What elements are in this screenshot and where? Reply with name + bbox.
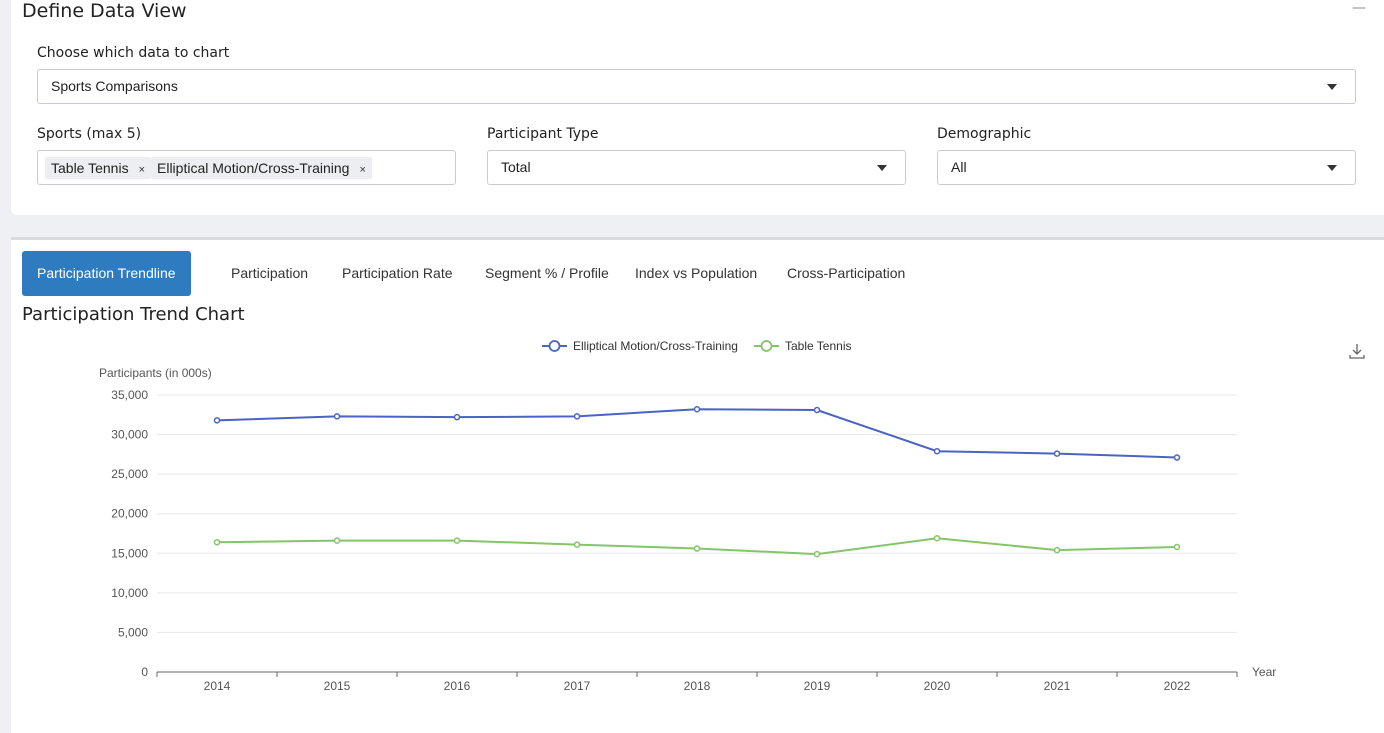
legend-label: Table Tennis xyxy=(785,339,852,353)
define-data-view-panel: Define Data View — Choose which data to … xyxy=(11,0,1384,215)
demographic-select[interactable]: All xyxy=(937,150,1356,185)
data-point[interactable] xyxy=(813,406,821,414)
data-point[interactable] xyxy=(693,405,701,413)
tab-participation-trendline[interactable]: Participation Trendline xyxy=(22,251,191,296)
sports-multiselect[interactable]: Table Tennis × Elliptical Motion/Cross-Tr… xyxy=(37,150,456,185)
chart-axes: 0 5,000 10,000 15,000 20,000 25,000 30,000 35,0… xyxy=(111,388,1238,693)
legend-label: Elliptical Motion/Cross-Training xyxy=(573,339,738,353)
x-axis-label: Year xyxy=(1252,665,1276,679)
choose-data-value: Sports Comparisons xyxy=(51,78,178,94)
data-point[interactable] xyxy=(1173,543,1181,551)
y-tick-label: 5,000 xyxy=(118,625,148,639)
data-point[interactable] xyxy=(573,413,581,420)
data-point[interactable] xyxy=(1053,546,1061,554)
x-tick-label: 2014 xyxy=(204,679,231,693)
legend-item[interactable]: Elliptical Motion/Cross-Training xyxy=(542,339,738,353)
choose-data-label: Choose which data to chart xyxy=(37,45,230,61)
chevron-down-icon xyxy=(1327,84,1337,90)
chart-legend: Elliptical Motion/Cross-Training Table Te… xyxy=(542,339,852,353)
tab-segment-profile[interactable]: Segment % / Profile xyxy=(485,265,609,281)
data-point[interactable] xyxy=(213,417,221,424)
tab-index-vs-population[interactable]: Index vs Population xyxy=(635,265,758,281)
x-tick-label: 2022 xyxy=(1164,679,1191,693)
tab-participation[interactable]: Participation xyxy=(231,265,309,281)
data-point[interactable] xyxy=(573,541,581,548)
choose-data-select[interactable]: Sports Comparisons xyxy=(37,69,1356,104)
chart-grid xyxy=(157,394,1237,633)
sport-tag-label: Elliptical Motion/Cross-Training xyxy=(157,160,350,176)
data-point[interactable] xyxy=(453,413,461,421)
y-tick-label: 15,000 xyxy=(111,546,148,560)
chevron-down-icon xyxy=(877,165,887,171)
y-tick-label: 35,000 xyxy=(111,388,148,402)
chart-series xyxy=(213,405,1181,558)
x-tick-label: 2017 xyxy=(564,679,591,693)
data-point[interactable] xyxy=(213,538,221,546)
sport-tag-table-tennis: Table Tennis × xyxy=(45,157,152,179)
data-point[interactable] xyxy=(1173,454,1181,461)
x-tick-label: 2019 xyxy=(804,679,831,693)
participant-type-select[interactable]: Total xyxy=(487,150,906,185)
demographic-value: All xyxy=(951,159,967,175)
data-point[interactable] xyxy=(1053,450,1061,457)
y-tick-label: 25,000 xyxy=(111,467,148,481)
legend-item[interactable]: Table Tennis xyxy=(754,339,852,353)
y-tick-label: 20,000 xyxy=(111,507,148,521)
data-point[interactable] xyxy=(813,550,821,558)
chevron-down-icon xyxy=(1327,165,1337,171)
data-point[interactable] xyxy=(933,447,941,455)
x-tick-label: 2020 xyxy=(924,679,951,693)
data-point[interactable] xyxy=(693,545,701,552)
y-tick-label: 30,000 xyxy=(111,428,148,442)
y-tick-label: 10,000 xyxy=(111,586,148,600)
sport-tag-elliptical: Elliptical Motion/Cross-Training × xyxy=(151,157,372,179)
sport-tag-label: Table Tennis xyxy=(51,160,129,176)
x-tick-label: 2021 xyxy=(1044,679,1071,693)
x-tick-label: 2015 xyxy=(324,679,351,693)
chart-title: Participation Trend Chart xyxy=(22,304,245,325)
data-point[interactable] xyxy=(333,537,341,544)
section-title: Define Data View xyxy=(22,0,187,22)
data-point[interactable] xyxy=(453,537,461,544)
tab-participation-rate[interactable]: Participation Rate xyxy=(342,265,453,281)
participant-type-label: Participant Type xyxy=(487,126,599,142)
remove-tag-icon[interactable]: × xyxy=(138,164,146,176)
tab-cross-participation[interactable]: Cross-Participation xyxy=(787,265,906,281)
participant-type-value: Total xyxy=(501,159,531,175)
y-axis-label: Participants (in 000s) xyxy=(99,366,212,380)
download-icon[interactable] xyxy=(1348,342,1366,360)
x-tick-label: 2016 xyxy=(444,679,471,693)
data-point[interactable] xyxy=(333,413,341,420)
y-tick-label: 0 xyxy=(141,665,148,679)
data-point[interactable] xyxy=(933,534,941,542)
demographic-label: Demographic xyxy=(937,126,1032,142)
series-line-0 xyxy=(216,408,1178,459)
collapse-button[interactable]: — xyxy=(1352,0,1366,16)
remove-tag-icon[interactable]: × xyxy=(359,164,366,176)
x-tick-label: 2018 xyxy=(684,679,711,693)
sports-label: Sports (max 5) xyxy=(37,126,142,142)
chart-panel: Participation Trendline Participation Pa… xyxy=(11,237,1384,733)
